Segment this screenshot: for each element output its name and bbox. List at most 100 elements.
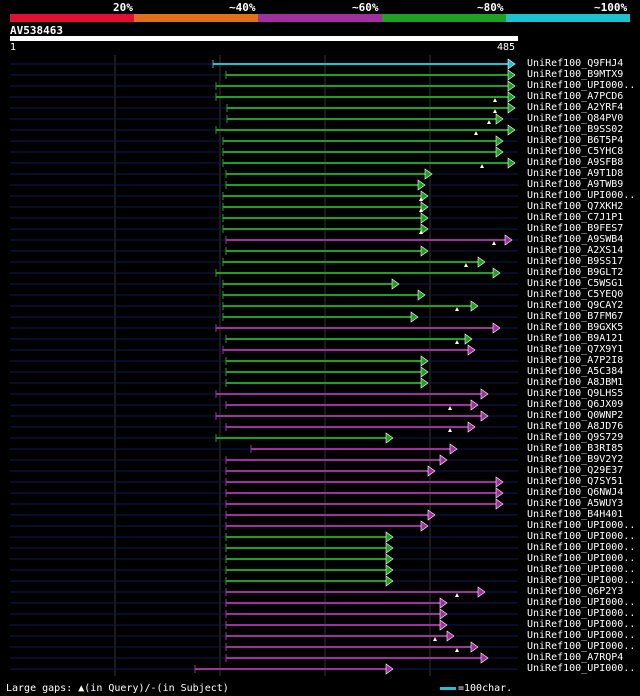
footer-prefix: Large gaps: — [6, 683, 79, 694]
footer-subject: (in Subject) — [156, 683, 229, 694]
hit-label-link[interactable]: UniRef100_UPI000.. — [527, 608, 636, 619]
hit-label-link[interactable]: UniRef100_B7FM67 — [527, 311, 624, 322]
hit-label-link[interactable]: UniRef100_B3RI85 — [527, 443, 624, 454]
hit-label-link[interactable]: UniRef100_Q9CAY2 — [527, 300, 624, 311]
hit-arrow-icon — [464, 333, 473, 345]
hit-arrow-icon — [507, 58, 516, 70]
hit-label-link[interactable]: UniRef100_B9A121 — [527, 333, 624, 344]
hit-arrow-icon — [495, 498, 504, 510]
gap-marker-icon: ▲ — [78, 683, 85, 694]
hit-label-link[interactable]: UniRef100_Q9LHS5 — [527, 388, 624, 399]
hit-label-link[interactable]: UniRef100_B9GXK5 — [527, 322, 624, 333]
hit-label-link[interactable]: UniRef100_A7PCD6 — [527, 91, 624, 102]
hit-arrow-icon — [439, 608, 448, 620]
hit-arrow-icon — [507, 91, 516, 103]
hit-label-link[interactable]: UniRef100_UPI000.. — [527, 619, 636, 630]
hit-label-link[interactable]: UniRef100_B9V2Y2 — [527, 454, 624, 465]
hit-label-link[interactable]: UniRef100_Q9FHJ4 — [527, 58, 624, 69]
hit-arrow-icon — [504, 234, 513, 246]
hit-label-link[interactable]: UniRef100_Q0WNP2 — [527, 410, 624, 421]
hit-arrow-icon — [507, 102, 516, 114]
query-id: AV538463 — [10, 24, 63, 37]
hit-label-link[interactable]: UniRef100_A9SFB8 — [527, 157, 624, 168]
hit-label-link[interactable]: UniRef100_A5WUY3 — [527, 498, 624, 509]
hit-arrow-icon — [439, 597, 448, 609]
hit-arrow-icon — [420, 223, 429, 235]
hit-label-link[interactable]: UniRef100_A9SWB4 — [527, 234, 624, 245]
hit-label-link[interactable]: UniRef100_UPI000.. — [527, 663, 636, 674]
hit-label-link[interactable]: UniRef100_UPI000.. — [527, 575, 636, 586]
footer-scale: =100char. — [440, 683, 512, 694]
hit-label-link[interactable]: UniRef100_C5YEQ0 — [527, 289, 624, 300]
hit-label-link[interactable]: UniRef100_A2XS14 — [527, 245, 624, 256]
hit-label-link[interactable]: UniRef100_UPI000.. — [527, 630, 636, 641]
hit-label-link[interactable]: UniRef100_UPI000.. — [527, 564, 636, 575]
hit-label-link[interactable]: UniRef100_C7J1P1 — [527, 212, 624, 223]
gap-marker-icon — [455, 340, 459, 344]
hit-arrow-icon — [477, 256, 486, 268]
hit-label-link[interactable]: UniRef100_A9T1D8 — [527, 168, 624, 179]
hit-label-link[interactable]: UniRef100_Q7X9Y1 — [527, 344, 624, 355]
hit-label-link[interactable]: UniRef100_UPI000.. — [527, 542, 636, 553]
gap-marker-icon — [433, 637, 437, 641]
hit-label-link[interactable]: UniRef100_A8JD76 — [527, 421, 624, 432]
gap-marker-icon — [492, 241, 496, 245]
hit-label-link[interactable]: UniRef100_Q9S729 — [527, 432, 624, 443]
hit-arrow-icon — [480, 410, 489, 422]
hit-label-link[interactable]: UniRef100_Q29E37 — [527, 465, 624, 476]
hit-arrow-icon — [420, 245, 429, 257]
footer-dash: - — [150, 683, 157, 694]
hit-label-link[interactable]: UniRef100_UPI000.. — [527, 531, 636, 542]
hit-label-link[interactable]: UniRef100_UPI000.. — [527, 190, 636, 201]
hit-label-link[interactable]: UniRef100_B9SS02 — [527, 124, 624, 135]
legend-labels: 20% ~40% ~60% ~80% ~100% — [10, 1, 630, 14]
hit-arrow-icon — [449, 443, 458, 455]
query-bar — [10, 36, 518, 41]
hit-label-link[interactable]: UniRef100_B9FES7 — [527, 223, 624, 234]
hit-arrow-icon — [385, 553, 394, 565]
hit-label-link[interactable]: UniRef100_B6T5P4 — [527, 135, 624, 146]
hit-label-link[interactable]: UniRef100_B9SS17 — [527, 256, 624, 267]
hit-label-link[interactable]: UniRef100_UPI000.. — [527, 520, 636, 531]
hit-label-link[interactable]: UniRef100_Q84PV0 — [527, 113, 624, 124]
legend-segment-60 — [258, 14, 382, 22]
hit-arrow-icon — [470, 300, 479, 312]
hit-label-link[interactable]: UniRef100_C5YHC8 — [527, 146, 624, 157]
hit-arrow-icon — [420, 520, 429, 532]
hit-arrow-icon — [480, 652, 489, 664]
hit-label-link[interactable]: UniRef100_B9GLT2 — [527, 267, 624, 278]
gap-marker-icon — [455, 593, 459, 597]
legend-label-60: ~60% — [352, 1, 379, 14]
hit-label-link[interactable]: UniRef100_Q7XKH2 — [527, 201, 624, 212]
hit-label-link[interactable]: UniRef100_UPI000.. — [527, 80, 636, 91]
hit-arrow-icon — [477, 586, 486, 598]
hit-label-link[interactable]: UniRef100_Q6JX09 — [527, 399, 624, 410]
hit-arrow-icon — [470, 399, 479, 411]
hit-label-link[interactable]: UniRef100_Q7SY51 — [527, 476, 624, 487]
hit-label-link[interactable]: UniRef100_B4H401 — [527, 509, 624, 520]
hit-label-link[interactable]: UniRef100_UPI000.. — [527, 641, 636, 652]
hit-label-link[interactable]: UniRef100_A7P2I8 — [527, 355, 624, 366]
hit-label-link[interactable]: UniRef100_UPI000.. — [527, 597, 636, 608]
hit-label-link[interactable]: UniRef100_Q6P2Y3 — [527, 586, 624, 597]
hit-label-link[interactable]: UniRef100_A9TWB9 — [527, 179, 624, 190]
legend-segment-80 — [382, 14, 506, 22]
hit-arrow-icon — [385, 663, 394, 675]
ruler-start: 1 — [10, 42, 17, 53]
hit-arrow-icon — [446, 630, 455, 642]
hit-arrow-icon — [385, 575, 394, 587]
hit-label-link[interactable]: UniRef100_A8JBM1 — [527, 377, 624, 388]
hit-arrow-icon — [495, 476, 504, 488]
hit-label-link[interactable]: UniRef100_A5C384 — [527, 366, 624, 377]
hit-arrow-icon — [417, 179, 426, 191]
hit-label-link[interactable]: UniRef100_B9MTX9 — [527, 69, 624, 80]
hit-label-link[interactable]: UniRef100_A7RQP4 — [527, 652, 624, 663]
hit-label-link[interactable]: UniRef100_Q6NWJ4 — [527, 487, 624, 498]
hit-label-link[interactable]: UniRef100_A2YRF4 — [527, 102, 624, 113]
hit-arrow-icon — [495, 487, 504, 499]
hit-label-link[interactable]: UniRef100_C5WSG1 — [527, 278, 624, 289]
hit-arrow-icon — [420, 201, 429, 213]
hit-arrow-icon — [467, 344, 476, 356]
hit-label-link[interactable]: UniRef100_UPI000.. — [527, 553, 636, 564]
hit-arrow-icon — [385, 564, 394, 576]
